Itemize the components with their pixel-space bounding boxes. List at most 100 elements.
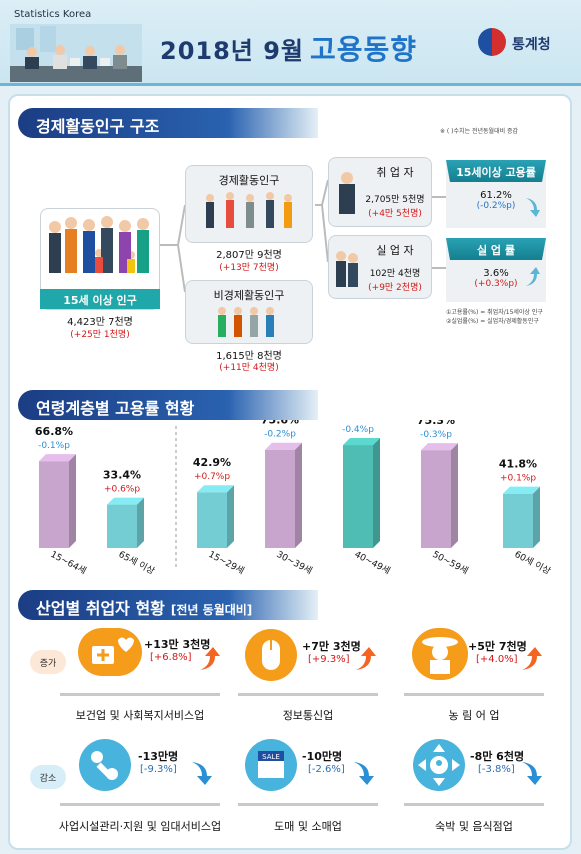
change-label-6: -0.3%p bbox=[420, 430, 452, 440]
change-label-3: +0.7%p bbox=[194, 472, 230, 482]
down-arrow-icon bbox=[526, 198, 540, 217]
mouse-icon bbox=[245, 629, 297, 681]
tools-icon bbox=[79, 739, 131, 791]
down-arrow-icon bbox=[192, 762, 212, 785]
active-box: 경제활동인구 bbox=[185, 165, 313, 243]
bar-side-7 bbox=[533, 486, 540, 548]
formula-2: ②실업률(%) = 실업자/경제활동인구 bbox=[446, 318, 539, 325]
increase-item-1: +13만 3천명 [+6.8%] bbox=[78, 628, 220, 680]
industry-heading: 산업별 취업자 현황 [전년 동월대비] bbox=[18, 590, 318, 620]
bar-top-5 bbox=[343, 438, 380, 446]
increase-pct-2: [+9.3%] bbox=[308, 654, 350, 665]
category-label-6: 50~59세 bbox=[431, 549, 470, 577]
emp-rate-box: 15세이상 고용률 61.2% (-0.2%p) bbox=[446, 160, 546, 228]
employed-label: 취 업 자 bbox=[376, 166, 414, 179]
bar-6 bbox=[421, 450, 451, 548]
org-logo-icon bbox=[478, 28, 506, 56]
population-group-icon bbox=[49, 216, 149, 273]
bar-side-4 bbox=[295, 442, 302, 548]
bar-top-3 bbox=[197, 485, 234, 493]
bar-1 bbox=[39, 461, 69, 548]
emp-rate-label: 15세이상 고용률 bbox=[446, 160, 546, 182]
decrease-item-3: -8만 6천명 [-3.8%] bbox=[412, 738, 542, 796]
decrease-name-3: 숙박 및 음식점업 bbox=[435, 820, 513, 833]
bar-side-6 bbox=[451, 443, 458, 548]
header: Statistics Korea 2018년 9월 고용동향 통계청 bbox=[0, 0, 581, 86]
decrease-name-1: 사업시설관리·지원 및 임대서비스업 bbox=[58, 820, 222, 833]
inactive-value: 1,615만 8천명 bbox=[216, 351, 282, 362]
inactive-box: 비경제활동인구 bbox=[185, 280, 313, 344]
bar-2 bbox=[107, 504, 137, 548]
category-label-2: 65세 이상 bbox=[117, 549, 157, 577]
decrease-pct-3: [-3.8%] bbox=[478, 764, 515, 775]
bar-7 bbox=[503, 493, 533, 548]
sale-icon: SALE bbox=[245, 739, 297, 791]
decrease-value-3: -8만 6천명 bbox=[470, 750, 525, 763]
emp-rate-value: 61.2% bbox=[480, 190, 512, 201]
value-label-4: 75.6% bbox=[261, 420, 299, 427]
industry-heading-sub: [전년 동월대비] bbox=[170, 603, 253, 617]
structure-heading: 경제활동인구 구조 bbox=[18, 108, 318, 138]
students-seniors-icon bbox=[218, 307, 274, 337]
change-label-5: -0.4%p bbox=[342, 425, 374, 435]
employee-icon bbox=[339, 172, 355, 214]
active-label: 경제활동인구 bbox=[218, 174, 280, 187]
change-label-1: -0.1%p bbox=[38, 441, 70, 451]
age-employment-chart: 66.8% -0.1%p 15~64세 33.4% +0.6%p 65세 이상 42.9% +… bbox=[35, 420, 553, 577]
increase-value-1: +13만 3천명 bbox=[144, 638, 211, 651]
page-title: 2018년 9월 고용동향 bbox=[160, 28, 417, 68]
decrease-value-2: -10만명 bbox=[302, 750, 343, 763]
structure-heading-text: 경제활동인구 구조 bbox=[36, 117, 160, 136]
active-change: (+13만 7천명) bbox=[219, 263, 279, 273]
change-note: ※ ( )수치는 전년동월대비 증감 bbox=[440, 128, 519, 135]
bar-side-5 bbox=[373, 438, 380, 548]
decrease-pct-2: [-2.6%] bbox=[308, 764, 345, 775]
unemp-rate-label: 실 업 률 bbox=[446, 238, 546, 260]
up-arrow-icon bbox=[526, 267, 540, 286]
category-label-5: 40~49세 bbox=[353, 549, 392, 577]
increase-pct-1: [+6.8%] bbox=[150, 652, 192, 663]
up-arrow-icon bbox=[522, 647, 542, 670]
office-workers-illustration bbox=[10, 24, 142, 82]
category-label-4: 30~39세 bbox=[275, 549, 314, 577]
bar-top-7 bbox=[503, 486, 540, 494]
bar-top-6 bbox=[421, 443, 458, 451]
increase-name-1: 보건업 및 사회복지서비스업 bbox=[75, 709, 205, 722]
jobseekers-icon bbox=[336, 251, 358, 287]
decrease-tag: 감소 bbox=[30, 765, 66, 789]
pop15-value: 4,423만 7천명 bbox=[67, 317, 133, 328]
increase-item-3: +5만 7천명 [+4.0%] bbox=[412, 628, 542, 684]
increase-name-2: 정보통신업 bbox=[282, 709, 334, 722]
employed-value: 2,705만 5천명 bbox=[365, 195, 425, 205]
employed-box: 취 업 자 2,705만 5천명 (+4만 5천명) bbox=[328, 157, 432, 227]
bar-side-1 bbox=[69, 454, 76, 548]
change-label-2: +0.6%p bbox=[104, 485, 140, 495]
title-main: 고용동향 bbox=[310, 33, 418, 66]
chart-title: 연령계층별 고용률 현황 bbox=[36, 399, 195, 418]
employed-change: (+4만 5천명) bbox=[368, 209, 422, 219]
bar-side-3 bbox=[227, 485, 234, 548]
bar-5 bbox=[343, 445, 373, 548]
bar-top-2 bbox=[107, 497, 144, 505]
health-icon bbox=[78, 628, 142, 676]
unemp-rate-change: (+0.3%p) bbox=[474, 279, 518, 289]
divider-bar bbox=[238, 803, 378, 806]
unemployed-box: 실 업 자 102만 4천명 (+9만 2천명) bbox=[328, 235, 432, 299]
value-label-7: 41.8% bbox=[499, 458, 537, 471]
org-name: 통계청 bbox=[512, 37, 551, 53]
divider-bar bbox=[238, 693, 378, 696]
increase-pct-3: [+4.0%] bbox=[476, 654, 518, 665]
unemp-rate-box: 실 업 률 3.6% (+0.3%p) bbox=[446, 238, 546, 302]
workers-icon bbox=[206, 192, 292, 228]
inactive-label: 비경제활동인구 bbox=[213, 289, 285, 302]
pop15-label: 15세 이상 인구 bbox=[40, 289, 160, 309]
brand-text: Statistics Korea bbox=[14, 9, 92, 20]
increase-item-2: +7만 3천명 [+9.3%] bbox=[244, 628, 376, 686]
title-prefix: 2018년 9월 bbox=[160, 37, 305, 65]
decrease-item-2: SALE -10만명 [-2.6%] bbox=[244, 738, 374, 796]
up-arrow-icon bbox=[200, 647, 220, 670]
category-label-7: 60세 이상 bbox=[513, 549, 553, 577]
decrease-name-2: 도매 및 소매업 bbox=[274, 820, 342, 833]
category-label-1: 15~64세 bbox=[49, 549, 88, 577]
